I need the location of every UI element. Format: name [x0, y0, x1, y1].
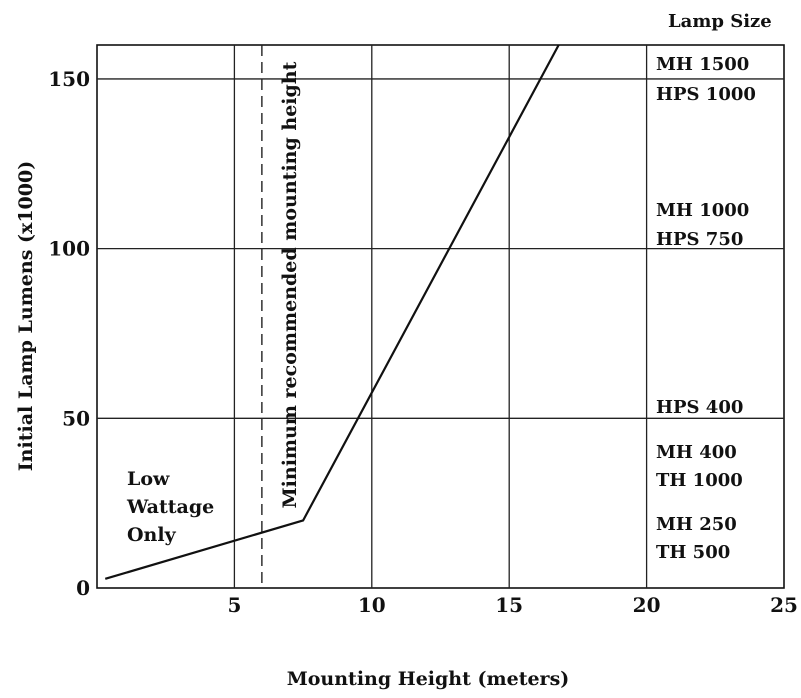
lamp-label-mh1000: MH 1000 — [656, 200, 749, 221]
y-tick-100: 100 — [48, 237, 90, 261]
lamp-size-heading: Lamp Size — [668, 11, 772, 32]
low-wattage-line-1: Low — [127, 468, 170, 490]
grid — [97, 45, 784, 588]
x-tick-5: 5 — [227, 593, 241, 617]
x-tick-10: 10 — [358, 593, 386, 617]
min-height-label: Minimum recommended mounting height — [279, 61, 301, 508]
lamp-label-th1000: TH 1000 — [656, 470, 743, 491]
y-tick-50: 50 — [62, 406, 90, 430]
y-tick-150: 150 — [48, 67, 90, 91]
lamp-label-hps750: HPS 750 — [656, 229, 743, 250]
x-tick-20: 20 — [633, 593, 661, 617]
x-axis-ticks: 5 10 15 20 25 — [227, 593, 797, 617]
y-axis-label: Initial Lamp Lumens (x1000) — [15, 161, 37, 471]
x-tick-15: 15 — [495, 593, 523, 617]
y-tick-0: 0 — [76, 576, 90, 600]
lamp-label-mh250: MH 250 — [656, 514, 737, 535]
lamp-label-mh400: MH 400 — [656, 442, 737, 463]
series-layer — [104, 44, 560, 580]
lamp-label-mh1500: MH 1500 — [656, 54, 749, 75]
x-tick-25: 25 — [770, 593, 798, 617]
lamp-label-th500: TH 500 — [656, 542, 730, 563]
low-wattage-line-2: Wattage — [126, 496, 214, 518]
low-wattage-line-3: Only — [127, 524, 177, 546]
x-axis-label: Mounting Height (meters) — [287, 668, 570, 690]
lamp-label-hps400: HPS 400 — [656, 397, 743, 418]
minimum-height-marker: Minimum recommended mounting height — [261, 45, 301, 588]
series-line-0 — [104, 44, 560, 580]
plot-frame — [96, 44, 785, 589]
y-axis-ticks: 0 50 100 150 — [48, 67, 90, 600]
lamp-label-hps1000: HPS 1000 — [656, 84, 756, 105]
